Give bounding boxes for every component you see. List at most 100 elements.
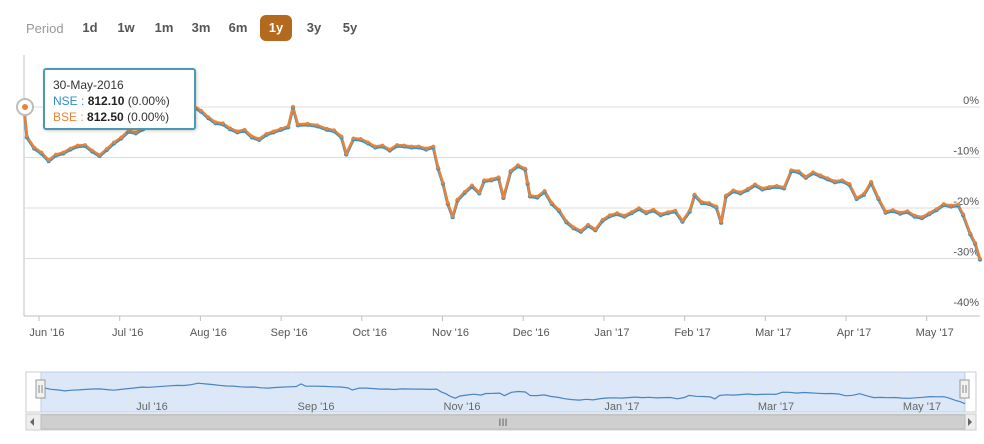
bse-point (54, 152, 58, 157)
period-3m-button[interactable]: 3m (191, 20, 211, 35)
bse-point (133, 130, 138, 135)
bse-point (450, 214, 455, 218)
bse-point (644, 210, 648, 214)
bse-point (339, 134, 344, 139)
bse-point (291, 104, 295, 109)
y-axis: 0%-10%-20%-30%-40% (953, 95, 979, 309)
scroll-right-icon[interactable] (968, 418, 972, 426)
bse-point (213, 120, 218, 124)
bse-point (90, 148, 95, 153)
bse-point (934, 207, 939, 211)
bse-point (477, 190, 482, 195)
bse-point (707, 201, 711, 205)
bse-point (571, 225, 576, 229)
bse-point (956, 202, 961, 207)
bse-point (687, 208, 692, 213)
bse-point (692, 192, 697, 197)
bse-point (608, 213, 612, 217)
bse-point (402, 143, 407, 148)
bse-point (199, 108, 203, 113)
bse-point (380, 143, 385, 148)
bse-point (242, 127, 247, 132)
bse-point (332, 128, 336, 133)
period-6m-button[interactable]: 6m (228, 20, 248, 35)
tooltip-bse-value: 812.50 (87, 110, 124, 124)
bse-point (257, 137, 261, 141)
bse-point (97, 153, 102, 157)
bse-point (271, 129, 276, 134)
x-axis: Jun '16 Jul '16 Aug '16 Sep '16 Oct '16 Nov '… (29, 316, 954, 339)
y-tick-label: -40% (953, 297, 979, 309)
bse-point (446, 201, 450, 205)
bse-point (745, 187, 750, 191)
bse-point (637, 206, 641, 210)
bse-point (680, 218, 685, 223)
bse-point (206, 115, 211, 119)
bse-point (228, 126, 232, 131)
bse-point (796, 169, 801, 173)
bse-point (978, 256, 982, 261)
scroll-left-icon[interactable] (30, 418, 34, 426)
period-selector: Period 1d 1w 1m 3m 6m 1y 3y 5y (0, 0, 984, 48)
tooltip-bse-label: BSE : (53, 110, 84, 124)
x-tick-label: Apr '17 (837, 327, 872, 339)
bse-point (724, 193, 728, 198)
navigator-handle[interactable] (959, 379, 970, 399)
bse-point (666, 210, 670, 214)
bse-point (104, 147, 109, 151)
x-tick-label: Feb '17 (674, 327, 710, 339)
bse-point (876, 196, 881, 200)
bse-point (775, 183, 779, 188)
bse-point (325, 126, 329, 131)
period-1y-button[interactable]: 1y (260, 15, 292, 41)
bse-point (579, 228, 583, 233)
tooltip-bse-row: BSE : 812.50 (0.00%) (53, 109, 186, 125)
navigator-label: Jan '17 (604, 401, 639, 413)
x-tick-label: Dec '16 (513, 327, 550, 339)
bse-point (789, 168, 794, 172)
bse-point (315, 123, 319, 127)
chart-tooltip: 30-May-2016 NSE : 812.10 (0.00%) BSE : 8… (43, 68, 196, 130)
bse-point (286, 124, 290, 128)
bse-point (25, 134, 29, 139)
navigator-label: May '17 (903, 401, 941, 413)
bse-point (927, 211, 932, 215)
bse-point (833, 179, 837, 184)
x-tick-label: Sep '16 (271, 327, 308, 339)
bse-point (550, 201, 554, 205)
bse-point (516, 163, 520, 167)
bse-point (782, 185, 786, 190)
x-tick-label: May '17 (916, 327, 954, 339)
bse-point (961, 212, 965, 216)
bse-point (818, 173, 823, 177)
navigator-series-line (40, 382, 966, 405)
bse-point (373, 144, 378, 149)
period-5y-button[interactable]: 5y (342, 20, 358, 35)
bse-point (593, 227, 598, 232)
y-tick-label: -30% (953, 247, 979, 259)
bse-point (968, 231, 973, 236)
period-1w-button[interactable]: 1w (117, 20, 135, 35)
x-tick-label: Aug '16 (190, 327, 227, 339)
bse-point (305, 121, 310, 126)
bse-point (250, 134, 254, 139)
bse-point (39, 150, 44, 155)
bse-point (46, 158, 51, 162)
bse-point (489, 177, 494, 182)
period-3y-button[interactable]: 3y (306, 20, 322, 35)
bse-point (854, 196, 859, 200)
bse-point (920, 215, 924, 219)
bse-point (905, 209, 910, 213)
y-tick-label: -10% (953, 146, 979, 158)
period-1m-button[interactable]: 1m (154, 20, 174, 35)
bse-point (119, 135, 124, 140)
bse-point (973, 241, 977, 245)
x-tick-label: Jul '16 (112, 327, 143, 339)
scrollbar-thumb[interactable] (40, 414, 966, 430)
bse-point (811, 170, 815, 174)
navigator-handle[interactable] (35, 379, 46, 399)
bse-point (528, 193, 532, 198)
bse-point (600, 217, 605, 222)
period-1d-button[interactable]: 1d (82, 20, 98, 35)
